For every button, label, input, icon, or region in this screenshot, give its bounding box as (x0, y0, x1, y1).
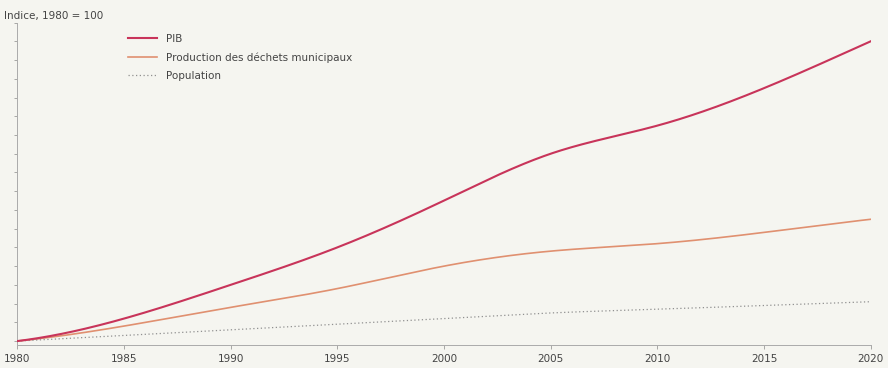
Legend: PIB, Production des déchets municipaux, Population: PIB, Production des déchets municipaux, … (125, 31, 355, 84)
Text: Indice, 1980 = 100: Indice, 1980 = 100 (4, 11, 104, 21)
